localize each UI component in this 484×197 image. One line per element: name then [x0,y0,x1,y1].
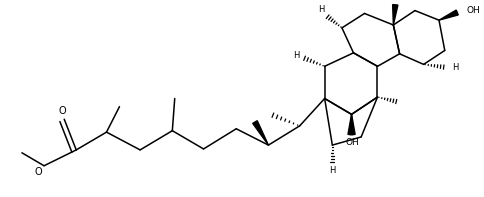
Text: H: H [453,63,459,72]
Text: O: O [58,106,66,116]
Polygon shape [350,114,355,135]
Polygon shape [253,121,269,145]
Text: H: H [294,51,300,60]
Text: OH: OH [467,6,481,15]
Polygon shape [393,5,398,25]
Polygon shape [348,114,353,135]
Text: H: H [329,166,335,175]
Text: H: H [318,5,325,14]
Text: OH: OH [346,138,360,147]
Text: O: O [34,166,42,177]
Polygon shape [439,10,458,20]
